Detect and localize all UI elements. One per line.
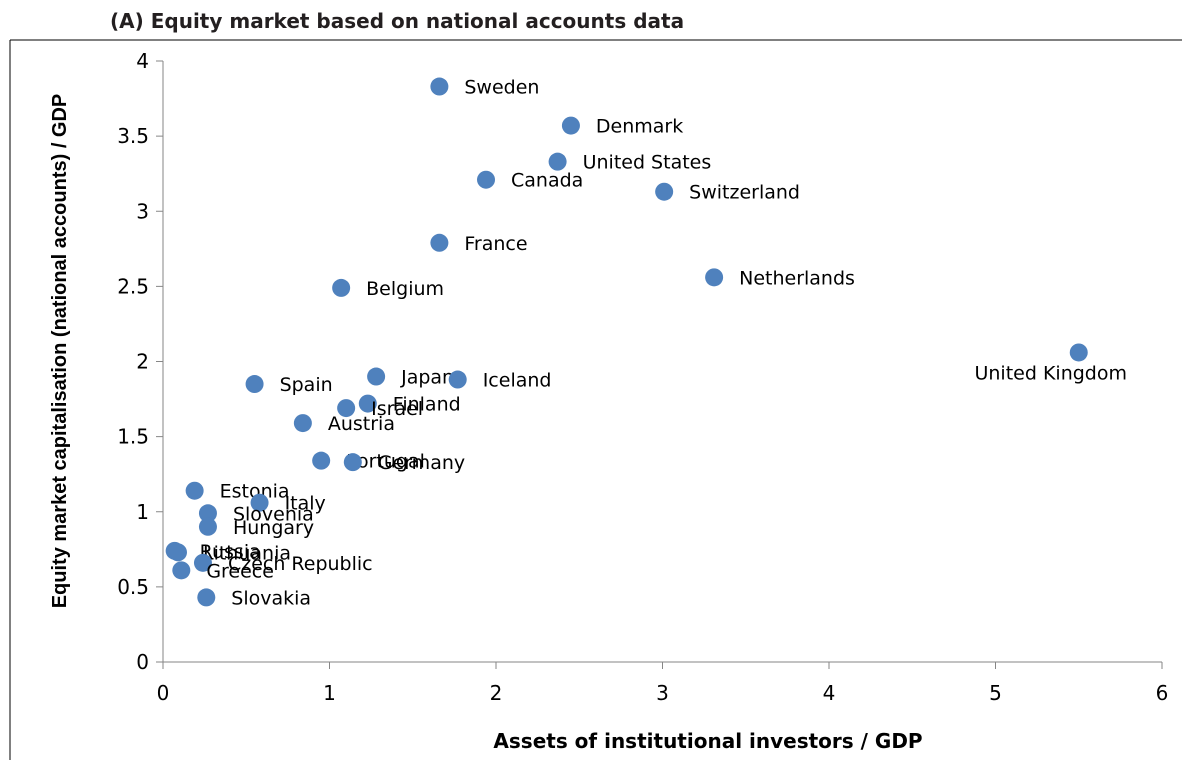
point (172, 561, 191, 580)
point-label: Iceland (483, 370, 552, 392)
point (337, 399, 356, 418)
point-label: Italy (285, 493, 326, 515)
point (548, 152, 567, 171)
point (705, 268, 724, 287)
point-label: Denmark (596, 116, 683, 138)
point (343, 453, 362, 472)
point (561, 116, 580, 135)
point (168, 543, 187, 562)
point-label: Spain (280, 374, 333, 396)
point (477, 170, 496, 189)
point-label: Greece (206, 560, 274, 582)
y-tick-label: 1 (136, 500, 149, 524)
y-tick-label: 1.5 (117, 425, 149, 449)
point-label: Japan (400, 367, 454, 389)
point-label: Switzerland (689, 182, 800, 204)
point (358, 394, 377, 413)
y-tick-label: 0 (136, 650, 149, 674)
x-tick-label: 6 (1156, 681, 1169, 705)
point-label: Austria (328, 413, 395, 435)
point (185, 481, 204, 500)
x-tick-label: 1 (323, 681, 336, 705)
point (332, 278, 351, 297)
point-label: Hungary (233, 517, 314, 539)
point-label: Israel (371, 398, 423, 420)
point (448, 370, 467, 389)
point-label: Estonia (220, 481, 290, 503)
point-label: Belgium (366, 278, 444, 300)
y-tick-label: 4 (136, 49, 149, 73)
point (655, 182, 674, 201)
point (430, 233, 449, 252)
y-tick-label: 2.5 (117, 274, 149, 298)
x-tick-label: 5 (989, 681, 1002, 705)
x-tick-label: 0 (157, 681, 170, 705)
point-label: United States (583, 152, 712, 174)
point (367, 367, 386, 386)
point (1069, 343, 1088, 362)
point (250, 493, 269, 512)
y-tick-label: 3.5 (117, 124, 149, 148)
point-label: Russia (200, 541, 261, 563)
point-label: Finland (393, 394, 461, 416)
point-label: Slovakia (231, 587, 311, 609)
x-tick-label: 2 (490, 681, 503, 705)
x-tick-label: 4 (823, 681, 836, 705)
point (293, 414, 312, 433)
y-tick-label: 0.5 (117, 575, 149, 599)
y-tick-label: 2 (136, 350, 149, 374)
x-axis-label: Assets of institutional investors / GDP (493, 729, 922, 753)
point (193, 553, 212, 572)
point (245, 375, 264, 394)
x-tick-label: 3 (656, 681, 669, 705)
point (430, 77, 449, 96)
point-label: Czech Republic (228, 553, 373, 575)
point-label: United Kingdom (974, 362, 1127, 384)
point-label: Germany (378, 452, 465, 474)
point-label: Portugal (346, 451, 425, 473)
point (198, 504, 217, 523)
point (198, 517, 217, 536)
point-label: Slovenia (233, 503, 314, 525)
point-label: Canada (511, 170, 583, 192)
point-label: Netherlands (739, 267, 855, 289)
y-tick-label: 3 (136, 199, 149, 223)
point-label: Sweden (464, 77, 539, 99)
point (312, 451, 331, 470)
point-label: Lithuania (203, 542, 291, 564)
point (197, 588, 216, 607)
chart-title: (A) Equity market based on national acco… (110, 9, 684, 33)
point-label: France (464, 233, 527, 255)
y-axis-label: Equity market capitalisation (national a… (49, 93, 71, 609)
